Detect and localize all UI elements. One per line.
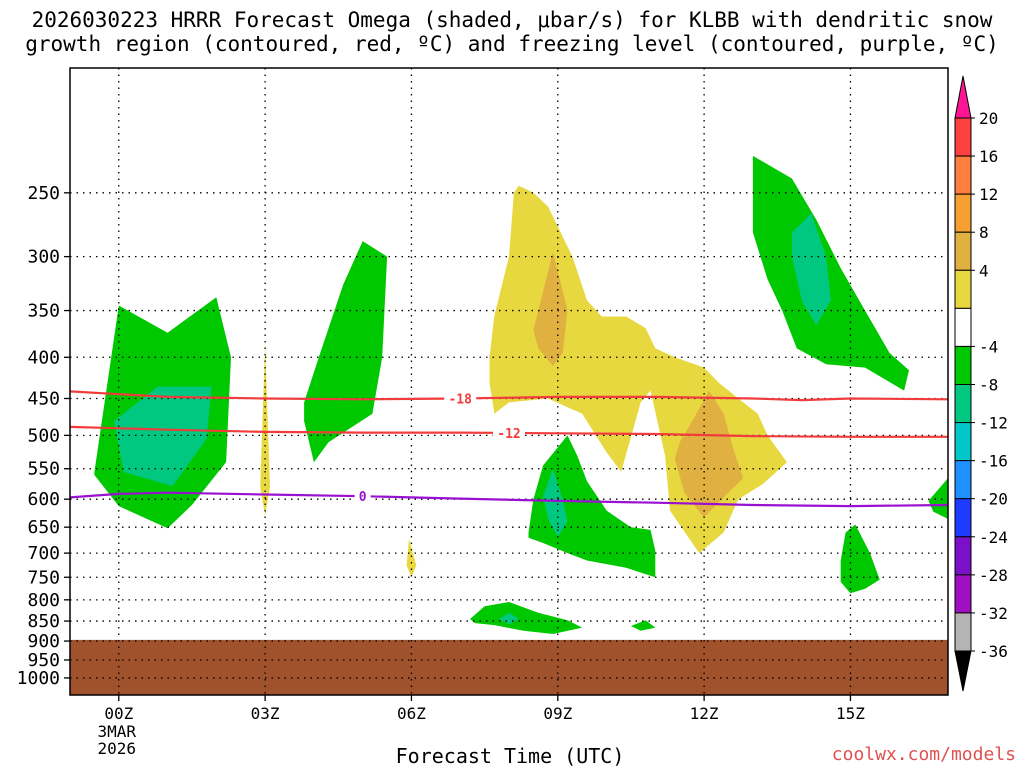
omega-shaded-region <box>533 251 568 366</box>
y-tick-label: 750 <box>27 567 60 588</box>
colorbar-band <box>954 574 972 614</box>
x-tick-label: 00Z <box>104 704 133 723</box>
x-tick-label: 15Z <box>836 704 865 723</box>
omega-shaded-region <box>470 602 583 634</box>
x-tick-label: 09Z <box>543 704 572 723</box>
colorbar-band <box>954 498 972 538</box>
chart-title-line2: growth region (contoured, red, ºC) and f… <box>25 32 999 56</box>
colorbar-bottom-arrow <box>954 650 972 692</box>
colorbar-band <box>954 117 972 157</box>
contour-label-bg <box>444 390 477 407</box>
x-tick-sublabel: 2026 <box>98 739 137 758</box>
colorbar-band <box>954 231 972 271</box>
colorbar-tick-label: 4 <box>979 261 989 280</box>
omega-shaded-region <box>528 435 656 578</box>
omega-shaded-region <box>630 620 656 631</box>
colorbar-band <box>954 612 972 652</box>
y-tick-label: 550 <box>27 459 60 480</box>
colorbar-tick-label: -32 <box>979 604 1008 623</box>
x-axis-label: Forecast Time (UTC) <box>395 744 625 768</box>
colorbar-band <box>954 307 972 347</box>
colorbar-tick-label: 16 <box>979 147 998 166</box>
colorbar-band <box>954 345 972 385</box>
y-tick-label: 500 <box>27 425 60 446</box>
contour-label: -12 <box>497 427 520 442</box>
y-tick-label: 400 <box>27 347 60 368</box>
y-tick-label: 250 <box>27 183 60 204</box>
colorbar-tick-label: 12 <box>979 185 998 204</box>
omega-shaded-region <box>260 343 270 516</box>
y-tick-label: 900 <box>27 631 60 652</box>
omega-shaded-region <box>674 390 744 518</box>
contour-line <box>69 390 949 402</box>
colorbar-band <box>954 384 972 424</box>
colorbar-band <box>954 536 972 576</box>
colorbar-tick-label: -8 <box>979 376 998 395</box>
contour-label-bg <box>354 488 371 505</box>
y-tick-label: 600 <box>27 489 60 510</box>
credit-link[interactable]: coolwx.com/models <box>831 744 1016 765</box>
colorbar-band <box>954 155 972 195</box>
omega-shaded-region <box>791 213 831 326</box>
contour-label: 0 <box>359 490 367 505</box>
y-tick-label: 650 <box>27 517 60 538</box>
x-tick-sublabel: 3MAR <box>98 722 137 741</box>
chart-title-line1: 2026030223 HRRR Forecast Omega (shaded, … <box>31 8 993 32</box>
omega-shaded-region <box>304 241 388 463</box>
ground-fill <box>70 639 948 695</box>
y-tick-label: 800 <box>27 590 60 611</box>
colorbar-tick-label: -24 <box>979 528 1008 547</box>
x-tick-label: 12Z <box>690 704 719 723</box>
contour-line <box>69 491 949 508</box>
y-tick-label: 300 <box>27 247 60 268</box>
omega-shaded-region <box>752 155 909 391</box>
colorbar-tick-label: -4 <box>979 337 998 356</box>
y-tick-label: 850 <box>27 611 60 632</box>
colorbar-tick-label: -28 <box>979 566 1008 585</box>
colorbar-band <box>954 193 972 233</box>
colorbar-tick-label: 20 <box>979 109 998 128</box>
omega-shaded-region <box>113 386 212 487</box>
omega-shaded-region <box>543 468 568 537</box>
colorbar-tick-label: 8 <box>979 223 989 242</box>
y-tick-label: 350 <box>27 301 60 322</box>
y-tick-label: 700 <box>27 543 60 564</box>
x-tick-label: 03Z <box>251 704 280 723</box>
colorbar-band <box>954 269 972 309</box>
colorbar-band <box>954 422 972 462</box>
y-tick-label: 450 <box>27 389 60 410</box>
plot-frame <box>69 67 949 696</box>
y-tick-label: 1000 <box>17 668 60 689</box>
colorbar-tick-label: -16 <box>979 452 1008 471</box>
colorbar-top-arrow <box>954 75 972 119</box>
y-tick-label: 950 <box>27 650 60 671</box>
colorbar-tick-label: -36 <box>979 642 1008 661</box>
omega-shaded-region <box>499 612 519 625</box>
colorbar-band <box>954 460 972 500</box>
colorbar-tick-label: -12 <box>979 414 1008 433</box>
omega-shaded-region <box>406 538 417 578</box>
contour-label: -18 <box>448 393 472 408</box>
x-tick-label: 06Z <box>397 704 426 723</box>
omega-shaded-region <box>928 478 948 519</box>
colorbar-tick-label: -20 <box>979 490 1008 509</box>
contour-label-bg <box>493 424 525 441</box>
